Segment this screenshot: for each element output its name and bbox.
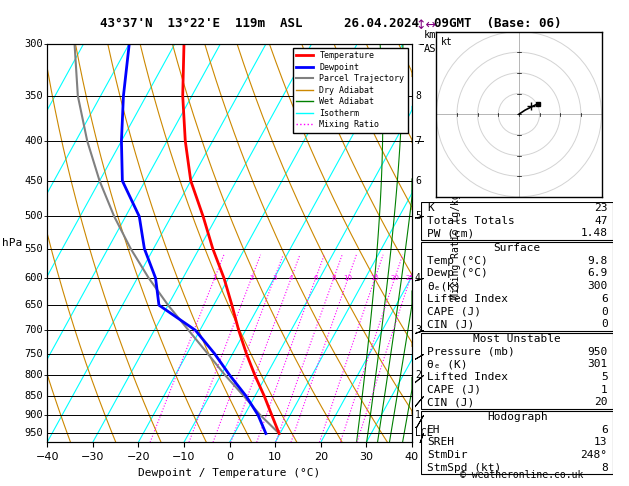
Text: CIN (J): CIN (J) [427,398,474,407]
Text: 750: 750 [24,348,43,359]
Text: θₑ(K): θₑ(K) [427,281,461,291]
Text: θₑ (K): θₑ (K) [427,359,468,369]
Text: 6: 6 [601,425,608,434]
Text: CAPE (J): CAPE (J) [427,307,481,316]
Text: 350: 350 [24,91,43,101]
Text: 450: 450 [24,176,43,186]
Text: 400: 400 [24,136,43,146]
Text: Pressure (mb): Pressure (mb) [427,347,515,357]
Text: 2: 2 [249,275,253,281]
Text: 10: 10 [343,275,353,281]
Text: Totals Totals: Totals Totals [427,216,515,226]
Text: 15: 15 [370,275,379,281]
Text: Lifted Index: Lifted Index [427,372,508,382]
Text: ASL: ASL [424,44,442,54]
Text: EH: EH [427,425,441,434]
Text: 6: 6 [601,294,608,304]
Text: 700: 700 [24,325,43,335]
Text: 300: 300 [24,39,43,49]
Text: LCL: LCL [415,429,433,438]
Text: 2: 2 [415,370,421,381]
Text: 4: 4 [415,273,421,283]
Text: SREH: SREH [427,437,454,448]
Text: 8: 8 [331,275,336,281]
Text: PW (cm): PW (cm) [427,228,474,239]
Text: 6: 6 [313,275,318,281]
Text: 5: 5 [601,372,608,382]
Text: 6.9: 6.9 [587,268,608,278]
Text: 26.04.2024  09GMT  (Base: 06): 26.04.2024 09GMT (Base: 06) [344,17,562,30]
Text: 301: 301 [587,359,608,369]
Text: StmDir: StmDir [427,450,468,460]
Text: 1.48: 1.48 [581,228,608,239]
Text: 6: 6 [415,176,421,186]
Text: hPa: hPa [3,238,23,248]
Text: 23: 23 [594,203,608,213]
Text: 3: 3 [415,325,421,335]
Text: 9.8: 9.8 [587,256,608,266]
Text: 20: 20 [391,275,399,281]
Text: 1: 1 [415,410,421,420]
Text: 8: 8 [415,91,421,101]
Text: Hodograph: Hodograph [487,412,548,422]
Text: Surface: Surface [494,243,541,253]
Text: 800: 800 [24,370,43,381]
Text: 550: 550 [24,243,43,254]
Text: 8: 8 [601,463,608,473]
Text: Lifted Index: Lifted Index [427,294,508,304]
Text: 500: 500 [24,211,43,222]
Text: 13: 13 [594,437,608,448]
Text: 600: 600 [24,273,43,283]
Text: 1: 1 [601,385,608,395]
Legend: Temperature, Dewpoint, Parcel Trajectory, Dry Adiabat, Wet Adiabat, Isotherm, Mi: Temperature, Dewpoint, Parcel Trajectory… [293,48,408,133]
Text: 3: 3 [272,275,277,281]
Text: StmSpd (kt): StmSpd (kt) [427,463,501,473]
Text: CAPE (J): CAPE (J) [427,385,481,395]
Text: CIN (J): CIN (J) [427,319,474,330]
Text: Dewp (°C): Dewp (°C) [427,268,488,278]
Text: © weatheronline.co.uk: © weatheronline.co.uk [460,470,584,480]
Text: 5: 5 [415,211,421,222]
Text: 0: 0 [601,319,608,330]
Text: 43°37'N  13°22'E  119m  ASL: 43°37'N 13°22'E 119m ASL [100,17,303,30]
Text: 950: 950 [587,347,608,357]
Text: 1: 1 [213,275,217,281]
Text: 47: 47 [594,216,608,226]
Text: 650: 650 [24,300,43,310]
Text: Temp (°C): Temp (°C) [427,256,488,266]
Text: 248°: 248° [581,450,608,460]
Text: km: km [424,30,436,40]
Text: K: K [427,203,434,213]
Text: 7: 7 [415,136,421,146]
Text: 900: 900 [24,410,43,420]
Text: 20: 20 [594,398,608,407]
X-axis label: Dewpoint / Temperature (°C): Dewpoint / Temperature (°C) [138,468,321,478]
Text: 300: 300 [587,281,608,291]
Text: 25: 25 [406,275,415,281]
Text: 0: 0 [601,307,608,316]
Text: 950: 950 [24,429,43,438]
Text: 4: 4 [289,275,293,281]
Text: Mixing Ratio (g/kg): Mixing Ratio (g/kg) [451,187,461,299]
Text: kt: kt [442,36,453,47]
Text: 850: 850 [24,391,43,401]
Text: ↕↔: ↕↔ [415,19,436,33]
Text: Most Unstable: Most Unstable [474,334,561,344]
